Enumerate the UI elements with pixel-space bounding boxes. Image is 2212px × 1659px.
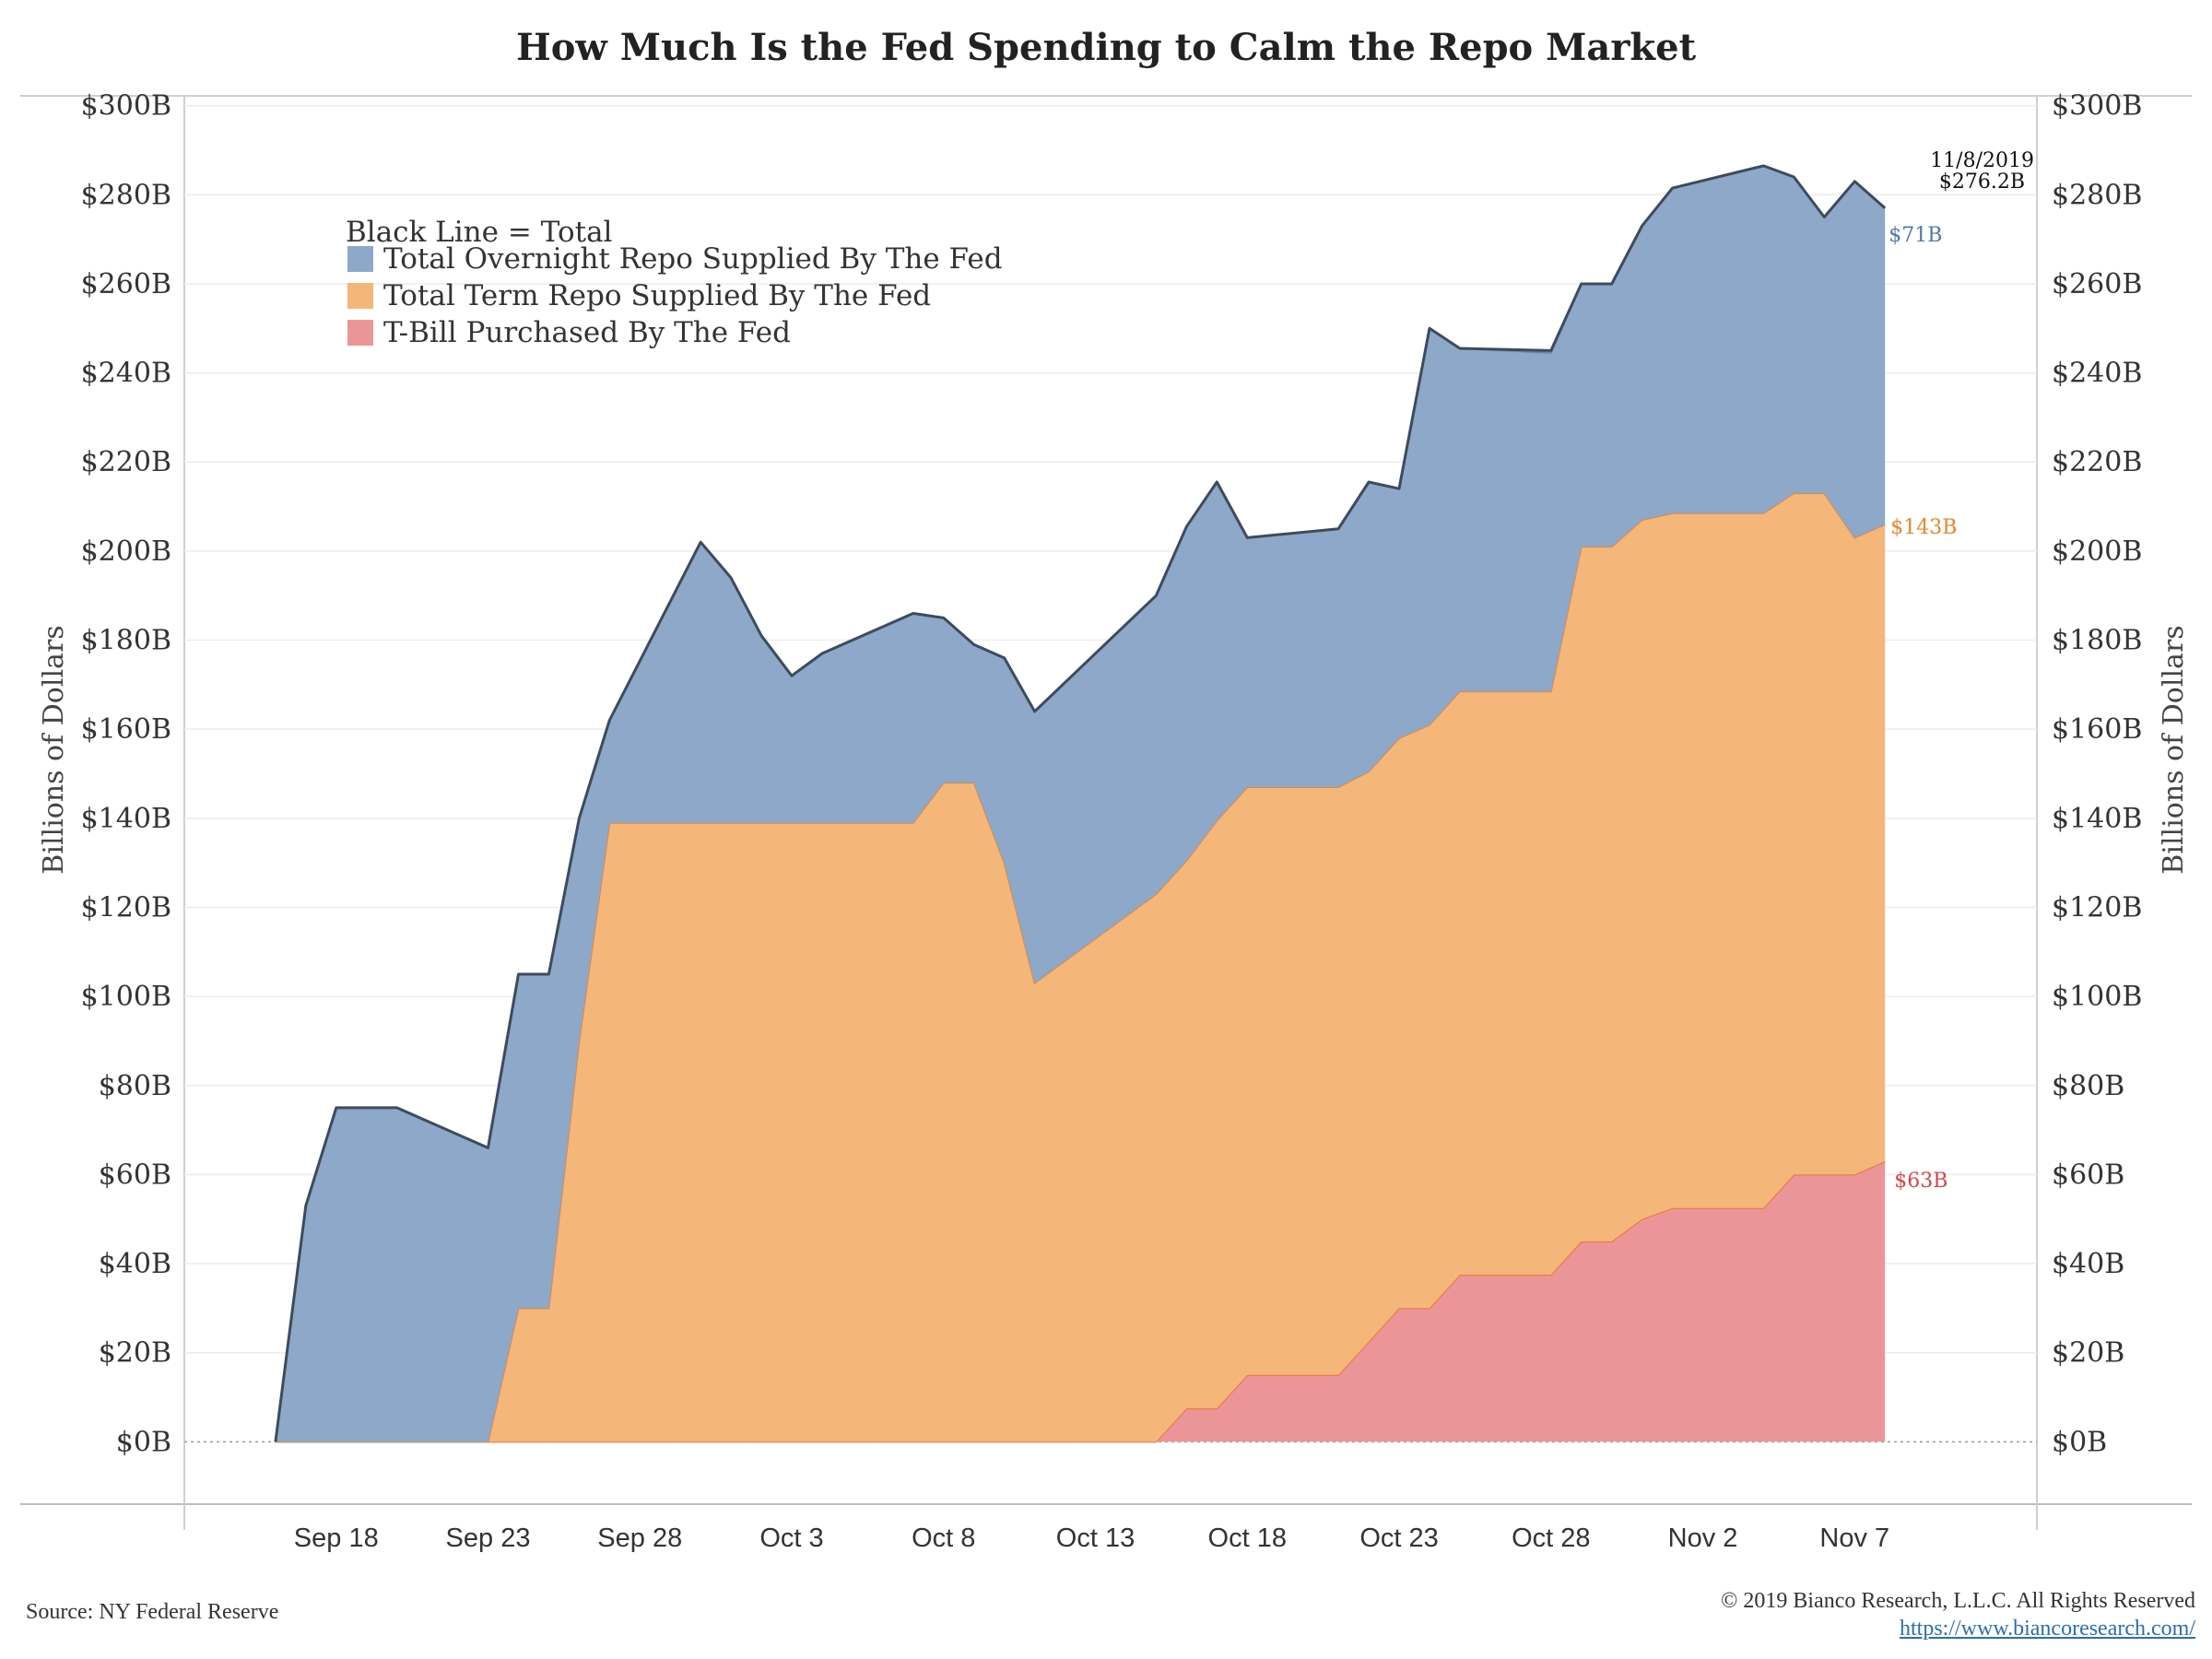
annotation-date: 11/8/2019 bbox=[1930, 149, 2034, 172]
term-repo-area bbox=[275, 493, 1886, 1442]
legend-item-tbill-swatch bbox=[347, 320, 373, 346]
legend-item-overnight-swatch bbox=[347, 246, 373, 272]
x-tick-label: Oct 23 bbox=[1359, 1524, 1438, 1553]
series-areas bbox=[274, 164, 1886, 1443]
y-tick-label-left: $180B bbox=[81, 625, 171, 657]
legend-item-tbill-label: T-Bill Purchased By The Fed bbox=[383, 316, 791, 349]
end-label-overnight: $71B bbox=[1888, 224, 1942, 247]
overnight-repo-area bbox=[275, 165, 1886, 1442]
y-tick-label-right: $140B bbox=[2052, 803, 2142, 835]
y-tick-label-left: $220B bbox=[81, 446, 171, 478]
y-tick-label-right: $40B bbox=[2052, 1248, 2124, 1280]
y-tick-label-left: $160B bbox=[81, 713, 171, 746]
y-tick-label-left: $240B bbox=[81, 358, 171, 390]
x-tick-label: Oct 18 bbox=[1208, 1524, 1287, 1553]
legend-header: Black Line = Total bbox=[346, 216, 612, 249]
y-tick-label-right: $80B bbox=[2052, 1070, 2124, 1102]
website-link[interactable]: https://www.biancoresearch.com/ bbox=[1899, 1617, 2195, 1641]
x-tick-label: Oct 3 bbox=[759, 1524, 823, 1553]
x-tick-label: Sep 23 bbox=[446, 1524, 531, 1553]
y-tick-label-right: $60B bbox=[2052, 1159, 2124, 1191]
legend-item-overnight-label: Total Overnight Repo Supplied By The Fed bbox=[383, 242, 1003, 276]
y-tick-label-right: $120B bbox=[2052, 891, 2142, 924]
y-tick-label-left: $280B bbox=[81, 179, 171, 211]
legend-item-term-label: Total Term Repo Supplied By The Fed bbox=[383, 279, 931, 312]
y-tick-label-left: $80B bbox=[99, 1070, 171, 1102]
y-tick-label-left: $40B bbox=[99, 1248, 171, 1280]
y-tick-label-left: $140B bbox=[81, 803, 171, 835]
copyright-text: © 2019 Bianco Research, L.L.C. All Right… bbox=[1721, 1589, 2195, 1613]
y-tick-label-right: $100B bbox=[2052, 981, 2142, 1013]
y-tick-label-right: $180B bbox=[2052, 625, 2142, 657]
x-tick-label: Oct 13 bbox=[1056, 1524, 1135, 1553]
x-tick-label: Oct 8 bbox=[912, 1524, 975, 1553]
y-tick-label-right: $160B bbox=[2052, 713, 2142, 746]
y-tick-label-right: $0B bbox=[2052, 1426, 2107, 1458]
y-tick-label-left: $100B bbox=[81, 981, 171, 1013]
y-tick-label-left: $0B bbox=[116, 1426, 171, 1458]
source-note: Source: NY Federal Reserve bbox=[26, 1600, 279, 1624]
legend-item-term-swatch bbox=[347, 283, 373, 309]
y-axis-title-left: Billions of Dollars bbox=[38, 625, 70, 874]
x-tick-label: Sep 18 bbox=[294, 1524, 379, 1553]
y-tick-label-left: $200B bbox=[81, 535, 171, 568]
tbill-area bbox=[275, 1160, 1886, 1442]
total-line bbox=[274, 164, 1887, 1442]
x-tick-label: Sep 28 bbox=[597, 1524, 682, 1553]
end-label-tbill: $63B bbox=[1894, 1170, 1947, 1193]
y-tick-label-left: $120B bbox=[81, 891, 171, 924]
x-tick-label: Oct 28 bbox=[1512, 1524, 1590, 1553]
chart-title: How Much Is the Fed Spending to Calm the… bbox=[515, 26, 1697, 69]
y-tick-label-right: $260B bbox=[2052, 268, 2142, 300]
copyright-block: © 2019 Bianco Research, L.L.C. All Right… bbox=[1721, 1587, 2195, 1642]
plot-frame bbox=[20, 95, 2192, 1530]
y-tick-label-right: $20B bbox=[2052, 1337, 2124, 1370]
y-tick-label-left: $20B bbox=[99, 1337, 171, 1370]
y-axis-left: $0B $20B $40B $60B $80B $100B $120B $140B $160B $… bbox=[81, 90, 171, 1459]
y-tick-label-left: $300B bbox=[81, 90, 171, 123]
end-labels: 11/8/2019$276.2B $71B $143B $63B bbox=[1888, 149, 2034, 1193]
y-tick-label-left: $60B bbox=[99, 1159, 171, 1191]
y-tick-label-right: $300B bbox=[2052, 90, 2142, 123]
y-axis-title-right: Billions of Dollars bbox=[2158, 625, 2190, 874]
y-tick-label-right: $200B bbox=[2052, 535, 2142, 568]
total-line-group bbox=[274, 164, 1887, 1442]
x-tick-label: Nov 2 bbox=[1668, 1524, 1738, 1553]
x-tick-label: Nov 7 bbox=[1819, 1524, 1889, 1553]
y-tick-label-left: $260B bbox=[81, 268, 171, 300]
y-axis-right: $0B $20B $40B $60B $80B $100B $120B $140B $160B $… bbox=[2052, 90, 2142, 1459]
x-axis: Sep 18 Sep 23 Sep 28 Oct 3 Oct 8 Oct 13 Oct 18… bbox=[294, 1524, 1889, 1553]
legend: Black Line = Total Total Overnight Repo … bbox=[346, 216, 1003, 349]
y-tick-label-right: $240B bbox=[2052, 358, 2142, 390]
annotation-total: $276.2B bbox=[1939, 171, 2025, 194]
y-tick-label-right: $280B bbox=[2052, 179, 2142, 211]
end-label-term: $143B bbox=[1890, 516, 1957, 539]
y-tick-label-right: $220B bbox=[2052, 446, 2142, 478]
